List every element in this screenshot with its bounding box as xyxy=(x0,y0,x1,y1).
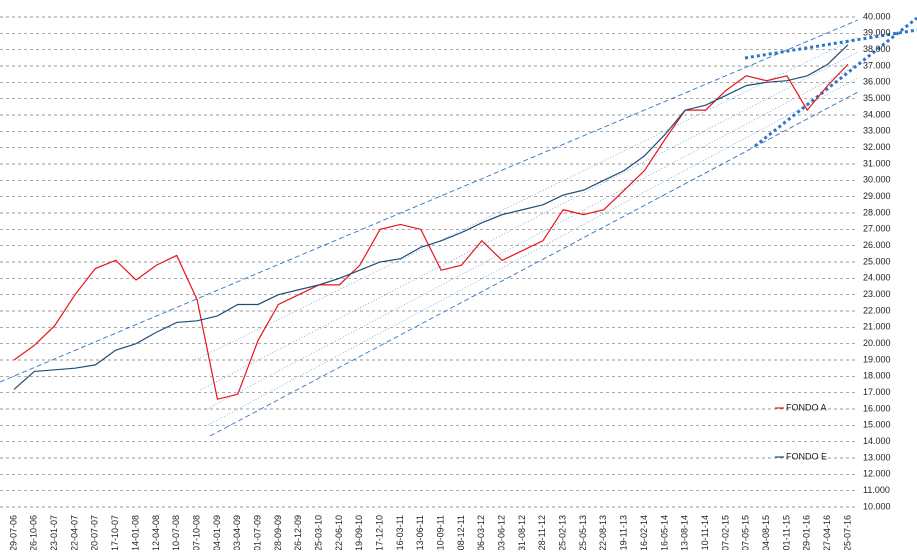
x-tick-label: 06-03-12 xyxy=(476,515,486,550)
x-tick-label: 22-04-07 xyxy=(69,515,79,550)
x-tick-label: 03-06-12 xyxy=(497,515,507,550)
x-tick-label: 28-09-09 xyxy=(273,515,283,550)
x-tick-label: 17-12-10 xyxy=(374,515,384,550)
y-tick-label: 28.000 xyxy=(863,207,891,217)
channel-inner xyxy=(207,77,859,426)
x-tick-label: 07-10-08 xyxy=(191,515,201,550)
y-tick-label: 14.000 xyxy=(863,436,891,446)
y-tick-label: 39.000 xyxy=(863,28,891,38)
y-tick-label: 25.000 xyxy=(863,256,891,266)
x-tick-label: 08-12-11 xyxy=(456,515,466,550)
x-tick-label: 19-11-13 xyxy=(619,515,629,550)
y-tick-label: 18.000 xyxy=(863,371,891,381)
x-tick-label: 25-07-16 xyxy=(842,515,852,550)
x-tick-label: 10-07-08 xyxy=(171,515,181,550)
x-tick-label: 17-10-07 xyxy=(110,515,120,550)
x-tick-label: 20-07-07 xyxy=(90,515,100,550)
y-tick-label: 12.000 xyxy=(863,469,891,479)
x-tick-label: 13-08-14 xyxy=(680,515,690,550)
trend-channel xyxy=(0,16,917,437)
channel-inner xyxy=(199,51,859,391)
wedge-top xyxy=(744,28,917,60)
x-tick-label: 16-05-14 xyxy=(659,515,669,550)
channel-lower xyxy=(209,91,859,437)
x-tick-label: 28-11-12 xyxy=(537,515,547,550)
x-tick-label: 26-12-09 xyxy=(293,515,303,550)
y-tick-label: 38.000 xyxy=(863,44,891,54)
x-tick-label: 07-05-15 xyxy=(741,515,751,550)
x-tick-label: 12-04-08 xyxy=(151,515,161,550)
y-tick-label: 37.000 xyxy=(863,60,891,70)
x-tick-label: 13-06-11 xyxy=(415,515,425,550)
y-tick-label: 19.000 xyxy=(863,354,891,364)
x-tick-label: 31-08-12 xyxy=(517,515,527,550)
channel-inner xyxy=(204,64,859,411)
x-tick-label: 04-01-09 xyxy=(212,515,222,550)
x-tick-label: 10-11-14 xyxy=(700,515,710,550)
x-tick-label: 10-09-11 xyxy=(436,515,446,550)
y-tick-label: 26.000 xyxy=(863,240,891,250)
y-tick-label: 31.000 xyxy=(863,158,891,168)
x-tick-label: 14-01-08 xyxy=(130,515,140,550)
x-tick-label: 01-11-15 xyxy=(781,515,791,550)
wedge-bottom xyxy=(754,16,917,148)
legend-label: FONDO A xyxy=(786,402,827,412)
x-tick-label: 16-03-11 xyxy=(395,515,405,550)
x-tick-label: 23-01-07 xyxy=(49,515,59,550)
legend-label: FONDO E xyxy=(786,451,827,461)
y-tick-label: 34.000 xyxy=(863,109,891,119)
y-tick-label: 36.000 xyxy=(863,77,891,87)
grid xyxy=(0,16,858,508)
x-tick-label: 27-04-16 xyxy=(822,515,832,550)
x-tick-label: 04-08-15 xyxy=(761,515,771,550)
x-tick-label: 25-03-10 xyxy=(313,515,323,550)
y-tick-label: 35.000 xyxy=(863,93,891,103)
x-tick-label: 25-02-13 xyxy=(558,515,568,550)
x-tick-label: 01-07-09 xyxy=(252,515,262,550)
y-tick-label: 23.000 xyxy=(863,289,891,299)
channel-upper xyxy=(0,19,859,383)
x-tick-label: 03-04-09 xyxy=(232,515,242,550)
x-tick-label: 22-06-10 xyxy=(334,515,344,550)
x-tick-label: 29-07-06 xyxy=(8,515,18,550)
y-tick-label: 29.000 xyxy=(863,191,891,201)
y-tick-label: 33.000 xyxy=(863,126,891,136)
y-tick-label: 40.000 xyxy=(863,11,891,21)
y-tick-label: 22.000 xyxy=(863,305,891,315)
y-tick-label: 30.000 xyxy=(863,175,891,185)
series-line xyxy=(13,44,849,390)
y-tick-label: 15.000 xyxy=(863,420,891,430)
y-tick-label: 16.000 xyxy=(863,403,891,413)
x-tick-label: 25-05-13 xyxy=(578,515,588,550)
series-line xyxy=(13,63,849,400)
y-tick-label: 20.000 xyxy=(863,338,891,348)
y-tick-label: 24.000 xyxy=(863,273,891,283)
y-tick-label: 17.000 xyxy=(863,387,891,397)
channel-inner xyxy=(194,36,859,361)
y-tick-label: 32.000 xyxy=(863,142,891,152)
y-tick-label: 11.000 xyxy=(863,485,890,495)
x-tick-label: 07-02-15 xyxy=(720,515,730,550)
x-tick-label: 22-08-13 xyxy=(598,515,608,550)
y-tick-label: 13.000 xyxy=(863,452,891,462)
y-tick-label: 21.000 xyxy=(863,322,891,332)
x-tick-label: 16-02-14 xyxy=(639,515,649,550)
y-tick-label: 27.000 xyxy=(863,224,891,234)
x-tick-label: 29-01-16 xyxy=(802,515,812,550)
x-tick-label: 26-10-06 xyxy=(29,515,39,550)
x-tick-label: 19-09-10 xyxy=(354,515,364,550)
y-tick-label: 10.000 xyxy=(863,501,891,511)
